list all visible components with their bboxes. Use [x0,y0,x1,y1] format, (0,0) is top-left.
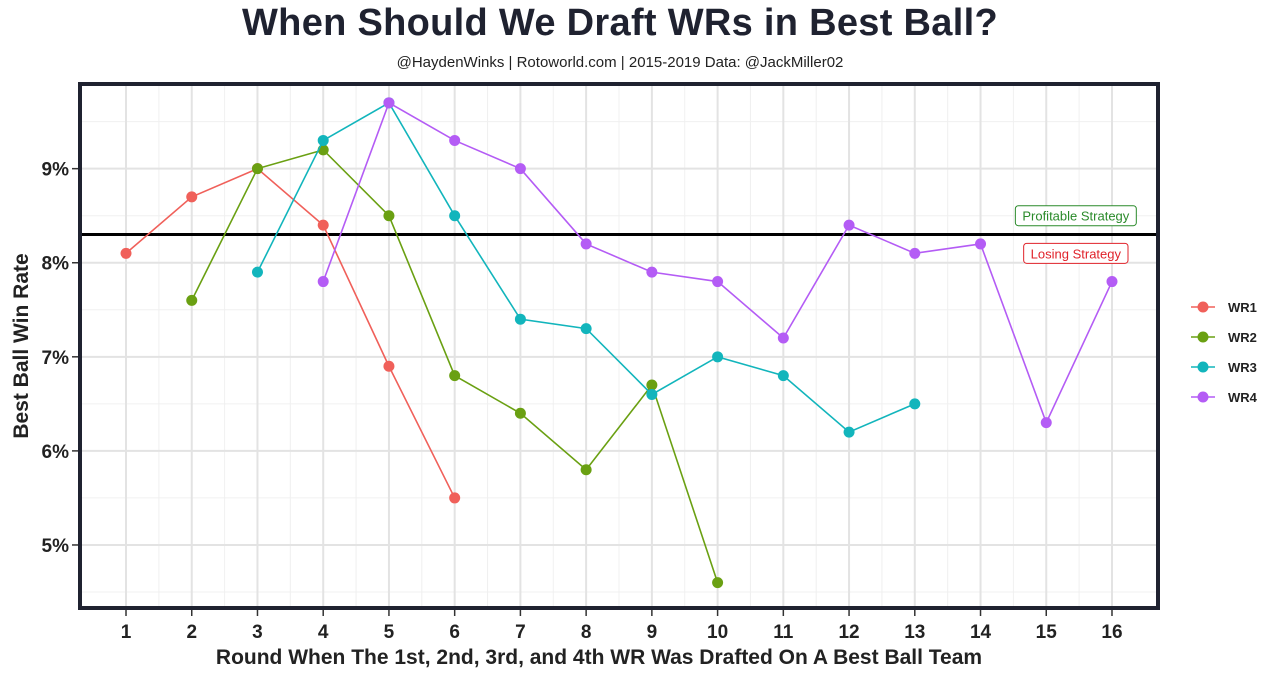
legend: WR1 WR2 WR3 WR4 [1191,300,1258,405]
data-point [186,191,198,203]
annotation-label: Losing Strategy [1023,242,1129,264]
reference-layer: Profitable Strategy Losing Strategy [80,205,1158,264]
x-tick-label: 6 [449,622,460,643]
series-line [125,167,456,499]
x-tick-label: 14 [970,622,992,643]
data-point [580,238,592,250]
data-point [449,134,461,146]
y-tick-label: 5% [42,536,70,557]
y-tick-label: 9% [42,160,70,181]
legend-item-wr2: WR2 [1191,330,1257,345]
chart-title: When Should We Draft WRs in Best Ball? [242,2,998,44]
data-point [1106,276,1118,288]
legend-item-wr1: WR1 [1191,300,1257,315]
data-point [383,97,395,109]
legend-marker [1197,301,1209,313]
data-point [712,577,724,589]
annotation-box [1023,242,1129,264]
data-point [646,388,658,400]
data-point [514,313,526,325]
data-point [186,294,198,306]
data-point [646,379,658,391]
legend-marker [1197,391,1209,403]
annotation-box [1014,205,1137,227]
x-tick-label: 13 [904,622,925,643]
data-point [514,163,526,175]
x-tick-label: 15 [1036,622,1058,643]
x-tick-label: 1 [121,622,132,643]
data-point [712,276,724,288]
x-tick-label: 12 [838,622,859,643]
y-axis-title: Best Ball Win Rate [10,253,33,438]
legend-label: WR1 [1228,300,1257,315]
data-point [909,398,921,410]
legend-marker [1197,361,1209,373]
data-point [580,464,592,476]
data-point [120,247,132,259]
y-tick-label: 6% [42,442,70,463]
x-tick-label: 9 [647,622,658,643]
data-point [777,370,789,382]
data-point [1040,417,1052,429]
data-point [580,323,592,335]
x-tick-label: 16 [1101,622,1122,643]
legend-item-wr3: WR3 [1191,360,1257,375]
legend-item-wr4: WR4 [1191,390,1258,405]
data-point [975,238,987,250]
series-wr4 [317,97,1118,429]
data-point [449,370,461,382]
data-point [383,210,395,222]
legend-label: WR2 [1228,330,1257,345]
data-point [251,163,263,175]
x-tick-label: 8 [581,622,592,643]
data-point [646,266,658,278]
series-layer [120,97,1118,589]
chart-subtitle: @HaydenWinks | Rotoworld.com | 2015-2019… [396,54,844,71]
data-point [514,407,526,419]
data-point [712,351,724,363]
y-tick-label: 7% [42,348,70,369]
data-point [909,247,921,259]
data-point [317,276,329,288]
legend-label: WR3 [1228,360,1257,375]
data-point [777,332,789,344]
axis-layer: 1 2 3 4 5 6 7 8 9 10 11 12 13 14 15 165%6%7%8%9% [42,160,1123,643]
x-axis-title: Round When The 1st, 2nd, 3rd, and 4th WR… [216,646,982,669]
grid-layer [80,84,1158,608]
series-wr2 [186,144,724,589]
data-point [449,492,461,504]
x-tick-label: 5 [384,622,395,643]
annotation-text: Losing Strategy [1031,246,1122,261]
annotation-label: Profitable Strategy [1014,205,1137,227]
data-point [843,426,855,438]
x-tick-label: 11 [773,622,794,643]
data-point [449,210,461,222]
data-point [317,134,329,146]
x-tick-label: 10 [707,622,728,643]
y-tick-label: 8% [42,254,70,275]
data-point [251,266,263,278]
annotation-text: Profitable Strategy [1022,209,1129,224]
data-point [383,360,395,372]
legend-label: WR4 [1228,390,1258,405]
x-tick-label: 2 [186,622,197,643]
data-point [317,219,329,231]
x-tick-label: 7 [515,622,526,643]
data-point [843,219,855,231]
panel-border [78,82,1160,610]
x-tick-label: 4 [318,622,329,643]
legend-marker [1197,331,1209,343]
x-tick-label: 3 [252,622,263,643]
